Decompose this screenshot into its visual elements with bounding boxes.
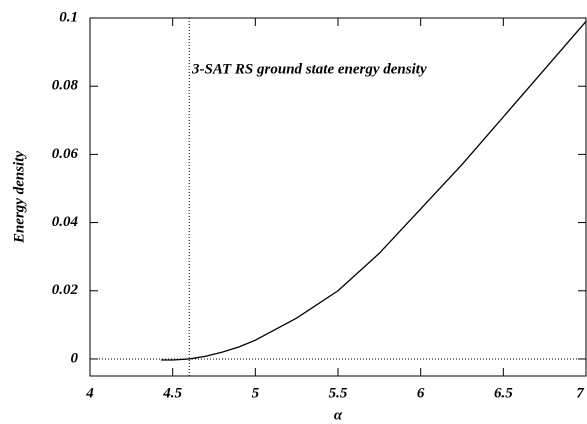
y-tick-label: 0.1 (59, 9, 78, 25)
y-tick-label: 0.04 (52, 214, 79, 230)
x-tick-label: 5 (252, 385, 260, 401)
y-tick-label: 0.08 (52, 78, 79, 94)
x-tick-label: 5.5 (329, 385, 348, 401)
y-tick-label: 0.02 (52, 282, 79, 298)
x-axis-label: α (334, 407, 343, 423)
x-tick-label: 6.5 (494, 385, 513, 401)
y-tick-label: 0.06 (52, 146, 79, 162)
x-tick-label: 4 (85, 385, 94, 401)
data-line (161, 20, 587, 361)
annotation: 3-SAT RS ground state energy density (191, 61, 427, 77)
x-tick-label: 6 (417, 385, 425, 401)
y-axis-label: Energy density (11, 151, 27, 244)
y-tick-label: 0 (71, 350, 79, 366)
x-tick-label: 4.5 (162, 385, 182, 401)
x-tick-label: 7 (576, 385, 584, 401)
